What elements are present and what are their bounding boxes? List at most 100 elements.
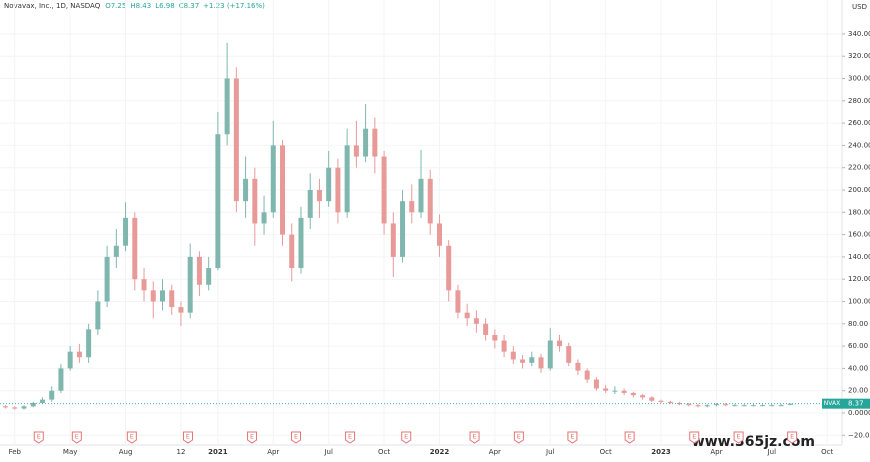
- candle-body: [704, 405, 710, 407]
- candle-body: [353, 145, 359, 157]
- earnings-label: E: [404, 433, 408, 441]
- earnings-label: E: [348, 433, 352, 441]
- y-tick-label: 280.00: [848, 97, 870, 105]
- currency: USD: [852, 3, 867, 11]
- earnings-badge: [787, 431, 798, 444]
- x-tick-label: May: [63, 448, 77, 456]
- header-change: +1.23 (+17.16%): [203, 2, 265, 10]
- earnings-marker[interactable]: E: [71, 431, 82, 444]
- earnings-marker[interactable]: E: [247, 431, 258, 444]
- y-tick-label: 200.00: [848, 186, 870, 194]
- candle-body: [12, 407, 18, 409]
- candle-body: [547, 340, 553, 369]
- candle-body: [252, 178, 258, 224]
- y-tick-label: 320.00: [848, 52, 870, 60]
- candle-body: [446, 245, 452, 291]
- earnings-label: E: [628, 433, 632, 441]
- x-tick-label: 12: [176, 448, 185, 456]
- candle-body: [372, 128, 378, 157]
- candle-body: [603, 388, 609, 391]
- earnings-label: E: [570, 433, 574, 441]
- earnings-badge: [469, 431, 480, 444]
- candle-body: [104, 256, 110, 302]
- candle-body: [76, 351, 82, 358]
- earnings-marker[interactable]: E: [345, 431, 356, 444]
- earnings-badge: [733, 431, 744, 444]
- candle-body: [732, 405, 738, 407]
- earnings-badge: [345, 431, 356, 444]
- candle-body: [510, 351, 516, 360]
- y-tick-label: 340.00: [848, 30, 870, 38]
- candle-body: [686, 404, 692, 406]
- earnings-marker[interactable]: E: [513, 431, 524, 444]
- candle-body: [723, 404, 729, 406]
- candle-body: [132, 217, 138, 280]
- last-price-tag: [842, 398, 870, 409]
- x-tick-label: Oct: [600, 448, 612, 456]
- earnings-marker[interactable]: E: [733, 431, 744, 444]
- y-tick-label: 80.00: [848, 320, 868, 328]
- earnings-marker[interactable]: E: [401, 431, 412, 444]
- candle-body: [316, 189, 322, 202]
- y-tick-label: 220.00: [848, 164, 870, 172]
- x-tick-label: Apr: [489, 448, 501, 456]
- candle-body: [187, 256, 193, 313]
- candle-body: [67, 351, 73, 369]
- earnings-badge: [624, 431, 635, 444]
- earnings-label: E: [517, 433, 521, 441]
- earnings-marker[interactable]: E: [787, 431, 798, 444]
- candle-body: [769, 405, 775, 407]
- y-tick-label: 120.00: [848, 275, 870, 283]
- last-price-symbol: NVAX: [824, 400, 840, 407]
- candle-body: [538, 357, 544, 369]
- candle-body: [298, 217, 304, 269]
- y-tick-label: −20.00: [848, 431, 870, 439]
- candle-body: [95, 301, 101, 330]
- plot: [0, 0, 842, 445]
- candle-body: [483, 323, 489, 335]
- header-open: O7.25: [105, 2, 126, 10]
- candle-body: [289, 234, 295, 269]
- earnings-marker[interactable]: E: [182, 431, 193, 444]
- earnings-label: E: [250, 433, 254, 441]
- earnings-marker[interactable]: E: [567, 431, 578, 444]
- earnings-badge: [689, 431, 700, 444]
- earnings-label: E: [692, 433, 696, 441]
- earnings-label: E: [37, 433, 41, 441]
- header-close: C8.37: [179, 2, 199, 10]
- y-tick-label: 40.00: [848, 364, 868, 372]
- candle-body: [630, 392, 636, 396]
- earnings-label: E: [790, 433, 794, 441]
- candle-body: [418, 178, 424, 213]
- earnings-badge: [513, 431, 524, 444]
- y-tick-label: 260.00: [848, 119, 870, 127]
- candle-body: [261, 212, 267, 224]
- candle-body: [436, 223, 442, 246]
- earnings-badge: [71, 431, 82, 444]
- earnings-marker[interactable]: E: [689, 431, 700, 444]
- earnings-marker[interactable]: E: [624, 431, 635, 444]
- x-tick-label: 2022: [430, 448, 450, 456]
- earnings-marker[interactable]: E: [290, 431, 301, 444]
- candle-body: [49, 390, 55, 400]
- candle-body: [750, 405, 756, 407]
- y-tick-label: 300.00: [848, 74, 870, 82]
- candle-body: [427, 178, 433, 224]
- x-tick-label: Oct: [378, 448, 390, 456]
- earnings-marker[interactable]: E: [126, 431, 137, 444]
- earnings-label: E: [186, 433, 190, 441]
- earnings-marker[interactable]: E: [469, 431, 480, 444]
- candle-body: [159, 290, 165, 302]
- x-tick-label: 2023: [651, 448, 671, 456]
- earnings-badge: [126, 431, 137, 444]
- candle-body: [556, 340, 562, 347]
- candle-body: [787, 403, 793, 405]
- earnings-badge: [33, 431, 44, 444]
- candle-body: [280, 145, 286, 235]
- earnings-badge: [182, 431, 193, 444]
- y-tick-label: 180.00: [848, 208, 870, 216]
- earnings-marker[interactable]: E: [33, 431, 44, 444]
- candle-body: [455, 290, 461, 313]
- candle-body: [713, 404, 719, 406]
